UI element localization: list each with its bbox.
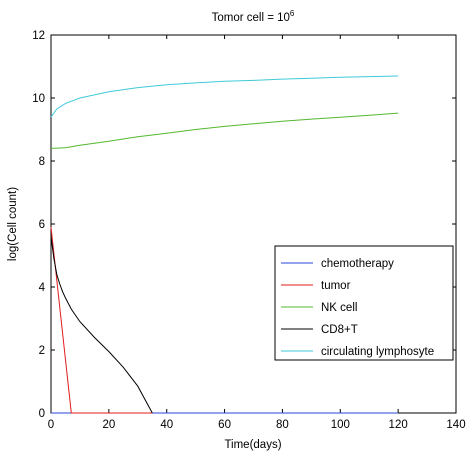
- y-tick-label: 12: [32, 30, 45, 42]
- x-tick-label: 120: [389, 419, 408, 431]
- legend: chemotherapy tumor NK cell CD8+T circulating…: [274, 245, 454, 361]
- plot-series: [50, 75, 399, 414]
- x-tick-label: 0: [48, 419, 54, 431]
- chart-title-exponent: 6: [290, 9, 295, 18]
- axis-ticks: 0 20 40 60 80 100 120 140 0 2 4 6 8 10 12: [32, 30, 465, 431]
- series-line-circulating-lymphosyte: [50, 75, 399, 118]
- y-tick-label: 0: [39, 408, 45, 420]
- x-tick-label: 80: [276, 419, 289, 431]
- x-axis-label: Time(days): [224, 439, 281, 451]
- x-tick-label: 40: [160, 419, 173, 431]
- legend-label: CD8+T: [321, 324, 358, 336]
- y-tick-label: 8: [39, 156, 45, 168]
- y-tick-label: 2: [39, 345, 45, 357]
- y-tick-label: 4: [39, 282, 46, 294]
- legend-label: chemotherapy: [321, 258, 394, 270]
- x-tick-label: 20: [102, 419, 115, 431]
- series-line-tumor: [50, 227, 153, 414]
- legend-items: chemotherapy tumor NK cell CD8+T circulating…: [281, 258, 434, 358]
- legend-label: tumor: [321, 280, 351, 292]
- x-tick-label: 60: [218, 419, 231, 431]
- chart-title: Tomor cell = 106: [212, 9, 295, 24]
- y-tick-label: 6: [39, 219, 45, 231]
- series-line-nk-cell: [50, 112, 399, 149]
- x-tick-label: 140: [446, 419, 465, 431]
- y-tick-label: 10: [32, 93, 45, 105]
- y-axis-label: log(Cell count): [7, 187, 19, 261]
- chart-title-base: Tomor cell = 10: [212, 12, 290, 24]
- series-line-cd8-t: [50, 236, 153, 414]
- legend-box: [274, 245, 454, 361]
- legend-label: circulating lymphosyte: [321, 346, 434, 358]
- x-tick-label: 100: [331, 419, 350, 431]
- legend-label: NK cell: [321, 302, 357, 314]
